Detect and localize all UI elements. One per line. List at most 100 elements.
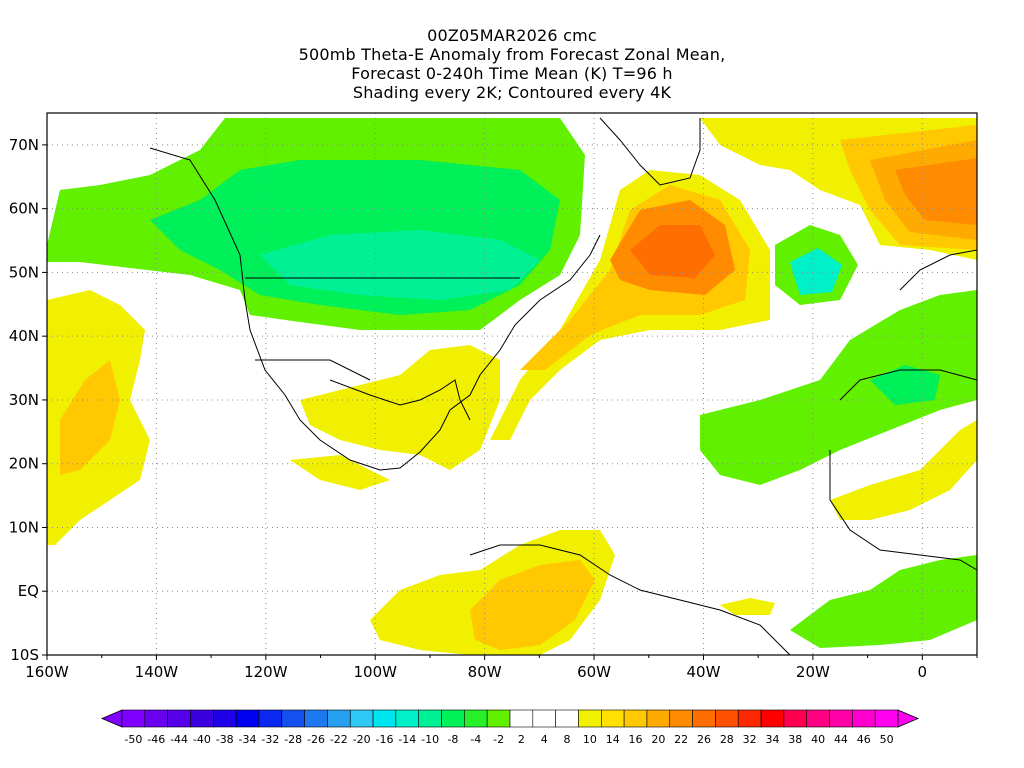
orange-region-pacific [60,360,120,475]
coastline-north-america [149,147,601,471]
yellow-region-central-america [290,455,390,490]
lat-tick-label: 10S [10,646,39,664]
colorbar-label: 16 [629,733,643,746]
colorbar-label: 2 [518,733,525,746]
colorbar-swatch [281,709,305,728]
lat-tick-label: 20N [9,455,39,473]
colorbar-label: -10 [421,733,439,746]
map-gridlines [47,113,977,655]
colorbar-label: 10 [583,733,597,746]
colorbar-label: -44 [170,733,188,746]
colorbar-label: 8 [564,733,571,746]
colorbar-label: 44 [834,733,848,746]
lat-tick-label: 30N [9,391,39,409]
lon-tick-label: 40W [687,663,721,681]
colorbar-label: -8 [447,733,458,746]
lat-tick-label: 10N [9,518,39,536]
lon-tick-label: 80W [468,663,502,681]
colorbar-swatch [623,709,648,728]
colorbar-swatch [327,709,351,728]
colorbar-label: -26 [307,733,325,746]
colorbar-swatch [190,709,214,728]
colorbar-swatch [372,709,397,728]
lat-tick-label: EQ [18,582,39,600]
colorbar-swatch [235,709,260,728]
lat-tick-label: 40N [9,327,39,345]
orange-region-south-america [470,560,595,650]
colorbar-label: 20 [651,733,665,746]
country-border-mexico [255,359,371,381]
map-frame [46,112,978,656]
anomaly-shading [47,118,977,655]
colorbar-swatch [760,709,785,728]
colorbar-swatch [669,709,693,728]
colorbar-min-arrow [100,709,123,728]
colorbar-swatch [167,709,191,728]
green-region-canada-core [260,230,540,300]
title-line-1: 00Z05MAR2026 cmc [427,26,597,45]
coastline-south-america [469,544,791,656]
colorbar-label: -38 [216,733,234,746]
colorbar-swatch [829,709,853,728]
colorbar-label: -16 [375,733,393,746]
colorbar-swatch [395,709,420,728]
lat-tick-label: 50N [9,263,39,281]
colorbar-swatch [600,709,625,728]
green-region-europe-core [870,365,940,405]
colorbar-label: -20 [353,733,371,746]
colorbar-swatch [555,709,579,728]
colorbar-swatch [486,709,511,728]
colorbar-swatch [783,709,808,728]
title-line-3: Forecast 0-240h Time Mean (K) T=96 h [351,64,673,83]
orange-region-northeast-3 [895,158,977,225]
yellow-region-west-africa [830,420,977,520]
coastline-greenland [599,117,701,186]
colorbar-label: 38 [788,733,802,746]
colorbar-swatch [464,709,488,728]
colorbar-swatch [852,709,876,728]
colorbar-swatch [212,709,237,728]
colorbar-swatch [258,709,283,728]
green-region-atlantic-core [790,248,842,295]
colorbar-label: -32 [261,733,279,746]
colorbar-swatch [692,709,716,728]
colorbar-label: -2 [493,733,504,746]
colorbar: -50 -46 -44 -40 -38 -34 -32 -28 -26 -22 -20 -16 -14-… [100,709,920,746]
longitude-axis: 160W 140W 120W 100W 80W 60W 40W 20W 0 [25,655,978,681]
colorbar-label: -4 [470,733,481,746]
colorbar-label: -14 [398,733,416,746]
colorbar-swatch [715,709,739,728]
colorbar-label: 22 [674,733,688,746]
colorbar-label: -28 [284,733,302,746]
lon-tick-label: 20W [796,663,830,681]
colorbar-swatch [578,709,602,728]
lon-tick-label: 160W [25,663,69,681]
colorbar-swatch [509,709,534,728]
lat-tick-label: 60N [9,200,39,218]
coastline-europe [899,249,978,291]
colorbar-label: 28 [720,733,734,746]
colorbar-swatch [349,709,374,728]
colorbar-label: 4 [541,733,548,746]
green-region-south-africa [790,555,977,648]
colorbar-swatch [874,709,899,728]
colorbar-max-arrow [897,709,920,728]
lon-tick-label: 120W [244,663,288,681]
lon-tick-label: 60W [577,663,611,681]
coastline-gulf [329,379,471,421]
chart-title-block: 00Z05MAR2026 cmc 500mb Theta-E Anomaly f… [0,26,1024,102]
colorbar-swatch [121,709,146,728]
colorbar-swatch [144,709,168,728]
colorbar-label: 26 [697,733,711,746]
colorbar-swatch [737,709,762,728]
colorbar-swatch [441,709,465,728]
colorbar-label: 32 [743,733,757,746]
colorbar-swatch [806,709,830,728]
colorbar-label: 34 [765,733,779,746]
colorbar-label: 46 [857,733,871,746]
orange-region-atlantic-3 [630,225,715,278]
colorbar-label: -50 [124,733,142,746]
lat-tick-label: 70N [9,136,39,154]
colorbar-label: -40 [193,733,211,746]
colorbar-label: 50 [880,733,894,746]
